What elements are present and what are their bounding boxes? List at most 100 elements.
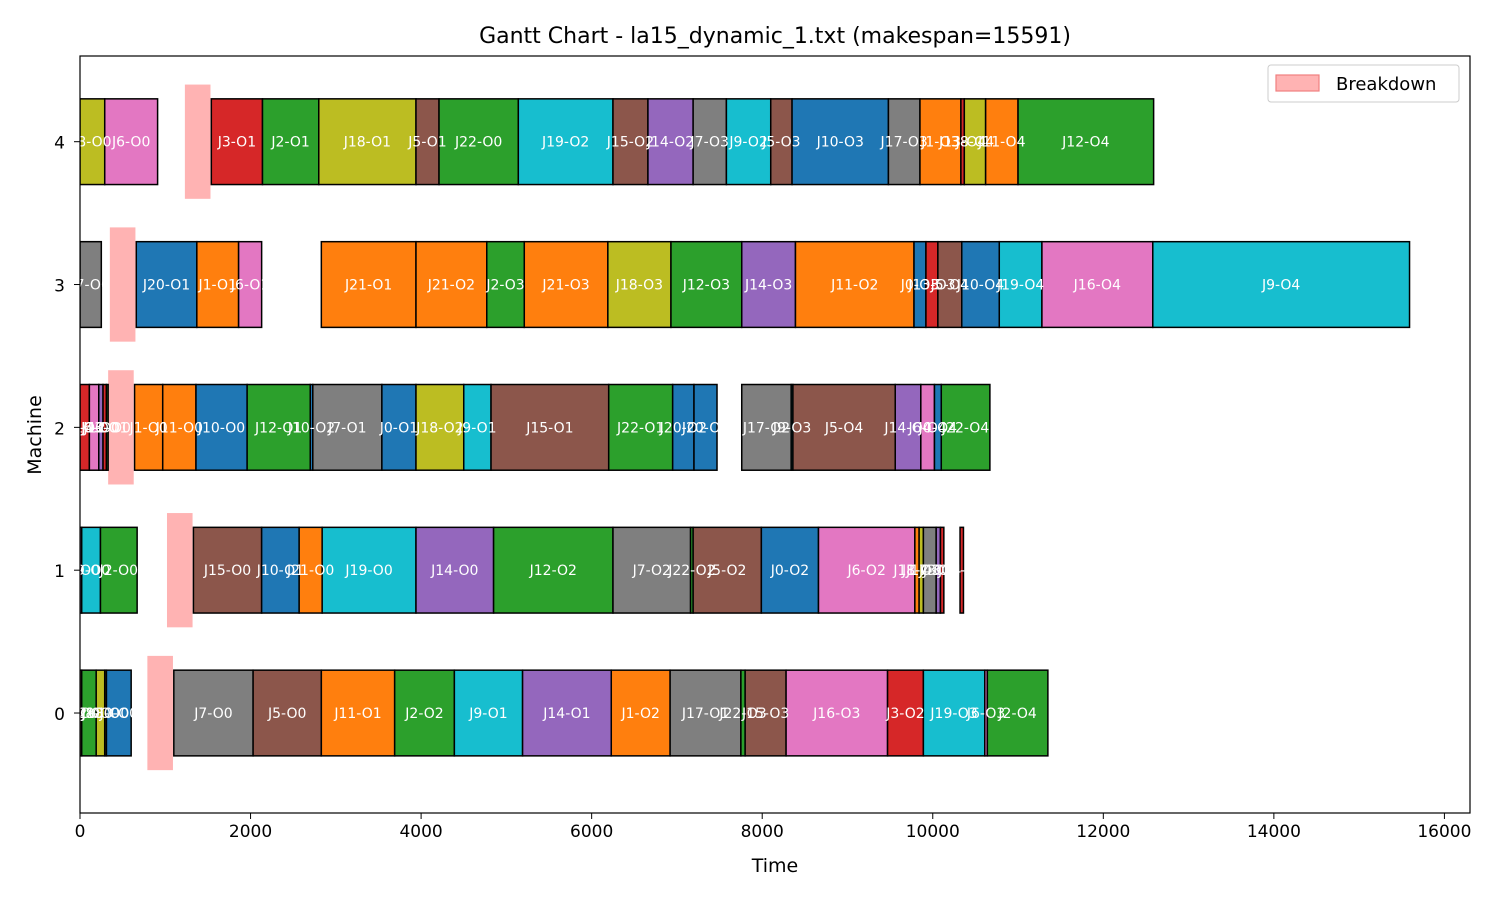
op-bar-j10-o1 xyxy=(260,526,300,614)
breakdown-block-m3 xyxy=(109,227,136,342)
op-label-j18-o3: J18-O3 xyxy=(615,278,663,294)
x-axis-label: Time xyxy=(751,855,799,877)
op-bar-j10-o0 xyxy=(195,383,248,471)
op-label-j5-o4: J5-O4 xyxy=(824,420,863,436)
op-label-j8-o0: J8-O0 xyxy=(72,135,111,151)
op-label-j20-o1: J20-O1 xyxy=(142,278,190,294)
op-label-j5-o3: J5-O3 xyxy=(761,135,800,151)
op-bar-j6-o1 xyxy=(237,240,263,329)
op-label-j0-o2: J0-O2 xyxy=(770,563,809,579)
op-label-j10-o1: J10-O1 xyxy=(256,563,304,579)
op-bar-j22-o4 xyxy=(940,383,991,471)
op-label-j18-o2: J18-O2 xyxy=(415,420,463,436)
op-bar-j21-o2 xyxy=(415,240,488,329)
op-label-j9-o1: J9-O1 xyxy=(468,706,507,722)
op-label-j11-o0: J11-O0 xyxy=(155,420,203,436)
op-bar-j12-o4 xyxy=(1017,98,1155,186)
op-label-j21-o2: J21-O2 xyxy=(427,278,475,294)
x-tick-label: 2000 xyxy=(229,822,272,842)
op-bar-j11-o0 xyxy=(161,383,197,471)
op-bar-j14-o3 xyxy=(740,240,797,329)
op-label-j19-o4: J19-O4 xyxy=(996,278,1044,294)
op-label-j18-o1: J18-O1 xyxy=(343,135,391,151)
op-label-j14-o2: J14-O2 xyxy=(646,135,694,151)
op-label-j15-o1: J15-O1 xyxy=(525,420,573,436)
op-bar-j0-o1 xyxy=(381,383,417,471)
op-label-j7-o0: J7-O0 xyxy=(193,706,232,722)
op-bar-j0-o2 xyxy=(760,526,820,614)
op-label-j14-o1: J14-O1 xyxy=(542,706,590,722)
op-label-j17-o3: J17-O3 xyxy=(880,135,928,151)
op-label-j22-o4: J22-O4 xyxy=(941,420,989,436)
op-label-j8-o0: J8-O0 xyxy=(80,706,119,722)
plot-frame xyxy=(79,55,1471,814)
op-bar-j3-o2 xyxy=(886,669,925,757)
op-label-j1-o2: J1-O2 xyxy=(620,706,659,722)
op-bar-j0-o0 xyxy=(105,669,132,757)
op-label-j12-o0: J12-O0 xyxy=(64,706,112,722)
y-tick-label: 1 xyxy=(54,562,65,582)
op-label-j13-o1: J13-O1 xyxy=(80,420,128,436)
op-label-j17-o2: J17-O2 xyxy=(742,420,790,436)
op-label-j22-o3: J22-O3 xyxy=(718,706,766,722)
op-bar-j12-o3 xyxy=(670,240,743,329)
op-label-j16-o3: J16-O3 xyxy=(812,706,860,722)
breakdown-block-m2 xyxy=(108,370,134,485)
op-label-j11-o3: J11-O3 xyxy=(892,563,940,579)
op-label-j15-o2: J15-O2 xyxy=(606,135,654,151)
op-label-j11-o4: J11-O4 xyxy=(977,135,1025,151)
op-label-j7-o2: J7-O2 xyxy=(632,563,671,579)
op-label-j5-o0: J5-O0 xyxy=(61,706,100,722)
op-bar-j19-o3 xyxy=(922,669,986,757)
op-label-j5-o2: J5-O2 xyxy=(707,563,746,579)
op-label-j0-o0: J0-O0 xyxy=(99,706,138,722)
op-label-j21-o3: J21-O3 xyxy=(541,278,589,294)
legend: Breakdown xyxy=(1267,64,1460,103)
op-label-j6-o2: J6-O2 xyxy=(846,563,885,579)
op-label-j10-o2: J10-O2 xyxy=(287,420,335,436)
op-label-j3-o1: J3-O1 xyxy=(217,135,256,151)
op-label-j12-o1: J12-O1 xyxy=(254,420,302,436)
op-bar-j18-o3 xyxy=(607,240,672,329)
y-tick-label: 4 xyxy=(54,134,65,154)
op-label-j17-o1: J17-O1 xyxy=(681,706,729,722)
op-label-j7-o1: J7-O1 xyxy=(327,420,366,436)
op-label-j9-o0: J9-O0 xyxy=(71,563,110,579)
op-label-j14-o0: J14-O0 xyxy=(430,563,478,579)
op-bar-j1-o0 xyxy=(133,383,164,471)
x-tick-label: 8000 xyxy=(741,822,784,842)
op-label-j10-o4: J10-O4 xyxy=(956,278,1004,294)
op-label-j10-o0: J10-O0 xyxy=(197,420,245,436)
op-bar-j18-o1 xyxy=(318,98,417,186)
op-label-j6-o4: J6-O4 xyxy=(907,420,946,436)
op-label-j2-o4: J2-O4 xyxy=(997,706,1036,722)
op-label-j2-o2: J2-O2 xyxy=(404,706,443,722)
op-label-j11-o1: J11-O1 xyxy=(333,706,381,722)
y-tick-label: 0 xyxy=(54,705,65,725)
op-label-j22-o2: J22-O2 xyxy=(667,563,715,579)
x-tick-label: 16000 xyxy=(1417,822,1471,842)
op-label-j6-o0: J6-O0 xyxy=(111,135,150,151)
op-bar-j17-o1 xyxy=(669,669,742,757)
op-label-j16-o0: J16-O0 xyxy=(69,420,117,436)
op-label-j21-o0: J21-O0 xyxy=(286,563,334,579)
op-label-j22-o1: J22-O1 xyxy=(616,420,664,436)
op-label-j8-o3: J8-O3 xyxy=(901,563,940,579)
op-label-j19-o3: J19-O3 xyxy=(929,706,977,722)
op-label-j2-o1: J2-O1 xyxy=(270,135,309,151)
y-axis-label: Machine xyxy=(24,395,46,475)
op-bar-j15-o0 xyxy=(192,526,263,614)
op-bar-j2-o0 xyxy=(99,526,138,614)
op-label-j5-o1: J5-O1 xyxy=(407,135,446,151)
op-label-j11-o2: J11-O2 xyxy=(830,278,878,294)
op-label-j4-o4: J4-O4 xyxy=(918,563,957,579)
op-label-j1-o0: J1-O0 xyxy=(128,420,167,436)
op-label-j9-o2: J9-O2 xyxy=(728,135,767,151)
op-bar-j11-o1 xyxy=(320,669,396,757)
x-tick-label: 0 xyxy=(75,822,86,842)
op-bar-j2-o4 xyxy=(986,669,1049,757)
op-bar-j16-o3 xyxy=(785,669,889,757)
op-bar-j12-o2 xyxy=(492,526,614,614)
op-bar-j15-o1 xyxy=(490,383,610,471)
